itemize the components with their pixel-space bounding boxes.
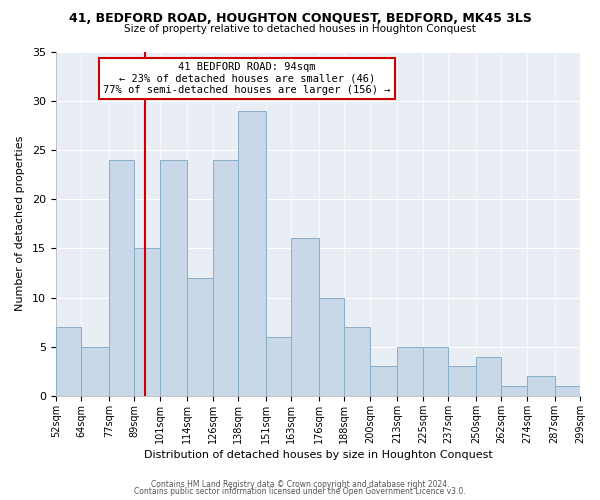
Bar xyxy=(476,356,502,396)
Bar xyxy=(344,327,370,396)
Bar xyxy=(370,366,397,396)
Bar xyxy=(81,346,109,396)
Text: 41, BEDFORD ROAD, HOUGHTON CONQUEST, BEDFORD, MK45 3LS: 41, BEDFORD ROAD, HOUGHTON CONQUEST, BED… xyxy=(68,12,532,26)
Text: 41 BEDFORD ROAD: 94sqm
← 23% of detached houses are smaller (46)
77% of semi-det: 41 BEDFORD ROAD: 94sqm ← 23% of detached… xyxy=(103,62,391,95)
Bar xyxy=(134,248,160,396)
Bar xyxy=(56,327,81,396)
Text: Contains public sector information licensed under the Open Government Licence v3: Contains public sector information licen… xyxy=(134,487,466,496)
Bar xyxy=(554,386,580,396)
Bar xyxy=(448,366,476,396)
Bar xyxy=(187,278,213,396)
Y-axis label: Number of detached properties: Number of detached properties xyxy=(15,136,25,312)
Bar xyxy=(397,346,423,396)
Bar xyxy=(266,337,292,396)
X-axis label: Distribution of detached houses by size in Houghton Conquest: Distribution of detached houses by size … xyxy=(143,450,492,460)
Bar xyxy=(502,386,527,396)
Bar xyxy=(213,160,238,396)
Bar xyxy=(527,376,554,396)
Bar xyxy=(292,238,319,396)
Bar xyxy=(423,346,448,396)
Bar xyxy=(238,110,266,396)
Bar xyxy=(319,298,344,396)
Text: Contains HM Land Registry data © Crown copyright and database right 2024.: Contains HM Land Registry data © Crown c… xyxy=(151,480,449,489)
Bar xyxy=(160,160,187,396)
Bar xyxy=(109,160,134,396)
Text: Size of property relative to detached houses in Houghton Conquest: Size of property relative to detached ho… xyxy=(124,24,476,34)
